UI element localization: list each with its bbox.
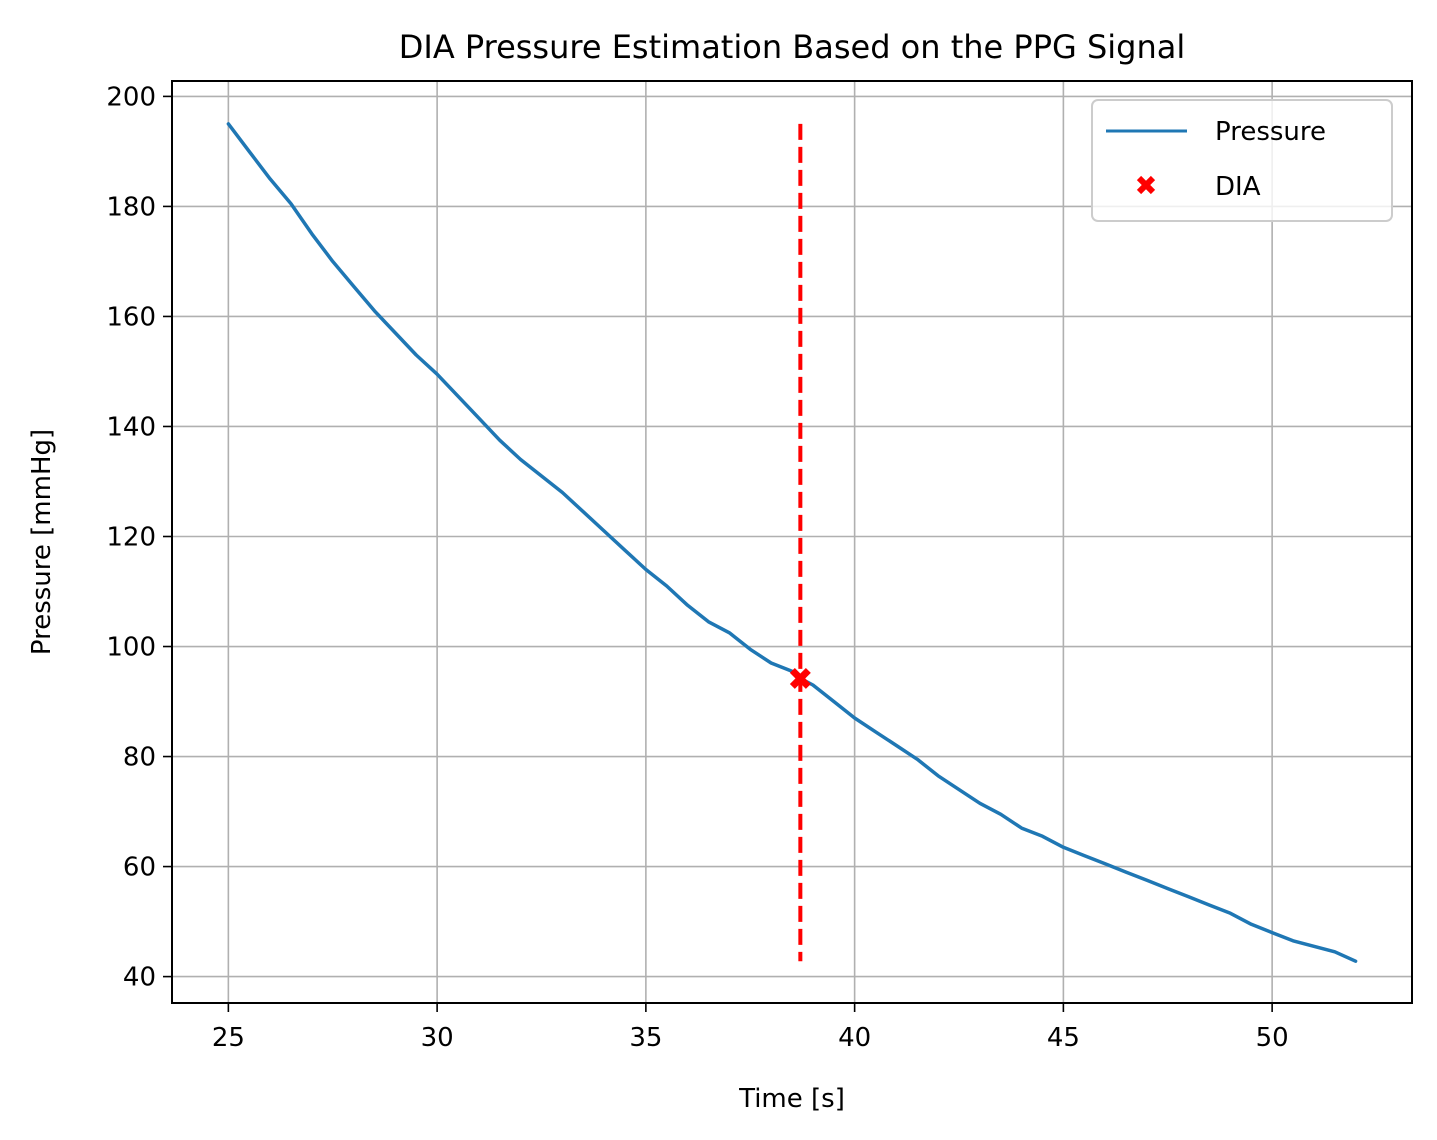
legend-dia-marker xyxy=(1136,175,1156,195)
tick-layer: 25 30 35 40 45 50 40 60 80 100 120 140 160 180 200 xyxy=(106,82,1288,1053)
y-tick-label: 100 xyxy=(106,633,156,663)
series-layer xyxy=(226,122,1358,963)
y-tick-label: 120 xyxy=(106,522,156,552)
x-axis-label: Time [s] xyxy=(738,1084,845,1114)
y-tick-label: 140 xyxy=(106,412,156,442)
legend-pressure-label: Pressure xyxy=(1215,117,1326,147)
x-tick-label: 35 xyxy=(629,1023,662,1053)
dia-marker xyxy=(789,667,811,689)
x-tick-label: 25 xyxy=(212,1023,245,1053)
plot-frame xyxy=(171,80,1413,1004)
y-tick-label: 40 xyxy=(123,963,156,993)
x-tick-label: 50 xyxy=(1256,1023,1289,1053)
y-tick-label: 80 xyxy=(123,743,156,773)
grid xyxy=(172,81,1412,1003)
y-axis-label: Pressure [mmHg] xyxy=(27,429,57,655)
y-tick-label: 60 xyxy=(123,853,156,883)
x-tick-label: 30 xyxy=(421,1023,454,1053)
y-tick-label: 160 xyxy=(106,302,156,332)
y-tick-label: 200 xyxy=(106,82,156,112)
x-tick-label: 45 xyxy=(1047,1023,1080,1053)
legend: Pressure DIA xyxy=(1091,99,1393,222)
legend-dia-label: DIA xyxy=(1215,172,1261,202)
y-tick-label: 180 xyxy=(106,192,156,222)
chart-title: DIA Pressure Estimation Based on the PPG… xyxy=(399,28,1186,66)
x-tick-label: 40 xyxy=(838,1023,871,1053)
